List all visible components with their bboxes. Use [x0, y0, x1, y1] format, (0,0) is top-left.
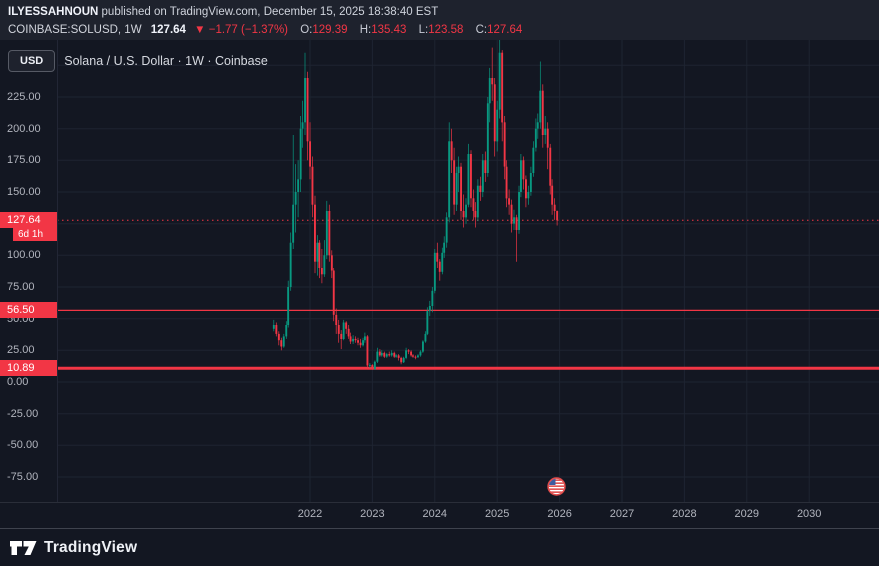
symbol-interval: COINBASE:SOLUSD, 1W — [8, 24, 142, 36]
price-tick-label: -25.00 — [7, 407, 39, 420]
ohlc-close: C:127.64 — [475, 24, 523, 36]
ohlc-high: H:135.43 — [359, 24, 407, 36]
time-tick-label: 2029 — [734, 508, 760, 520]
price-level-badge: 10.89 — [0, 360, 57, 377]
time-tick-label: 2026 — [547, 508, 572, 520]
last-price: 127.64 — [150, 24, 186, 36]
time-tick-label: 2027 — [609, 508, 635, 520]
price-tick-label: 200.00 — [7, 122, 41, 135]
publish-info: published on TradingView.com, December 1… — [98, 6, 439, 18]
price-scale[interactable]: 225.00 200.00 175.00 150.00 100.00 75.00 50.00… — [0, 40, 58, 502]
price-tick-label: 0.00 — [7, 376, 29, 388]
publisher-username: ILYESSAHNOUN — [8, 6, 99, 18]
footer-bar: TradingView — [0, 528, 879, 566]
candlestick-plot[interactable] — [57, 40, 879, 502]
price-tick-label: 150.00 — [7, 185, 41, 198]
time-tick-label: 2025 — [484, 508, 510, 520]
bar-countdown-badge: 6d 1h — [13, 228, 57, 242]
time-tick-label: 2022 — [297, 508, 323, 520]
tradingview-logo-text: TradingView — [44, 538, 138, 556]
time-tick-label: 2024 — [422, 508, 448, 520]
snapshot-banner: ILYESSAHNOUN published on TradingView.co… — [0, 0, 879, 40]
chart-legend-title: Solana / U.S. Dollar · 1W · Coinbase — [64, 54, 268, 68]
time-tick-label: 2030 — [796, 508, 822, 520]
price-tick-label: -50.00 — [7, 439, 39, 452]
price-tick-label: 75.00 — [7, 280, 35, 293]
tradingview-logo-icon — [10, 540, 37, 555]
time-tick-label: 2023 — [360, 508, 385, 520]
price-level-badge: 56.50 — [0, 302, 57, 319]
price-tick-label: 25.00 — [7, 344, 35, 357]
price-tick-label: 225.00 — [7, 90, 41, 103]
chart-area: 225.00 200.00 175.00 150.00 100.00 75.00 50.00… — [0, 40, 879, 528]
tradingview-logo[interactable]: TradingView — [10, 537, 137, 559]
price-tick-label: 100.00 — [7, 249, 41, 262]
price-change: ▼ −1.77 (−1.37%) — [194, 24, 289, 36]
ohlc-open: O:129.39 — [300, 24, 348, 36]
chart-legend: USD Solana / U.S. Dollar · 1W · Coinbase — [8, 50, 268, 72]
currency-usd-button[interactable]: USD — [8, 50, 56, 72]
price-tick-label: 175.00 — [7, 154, 41, 167]
price-level-badge: 127.64 — [0, 212, 57, 229]
symbol-line: COINBASE:SOLUSD, 1W 127.64 ▼ −1.77 (−1.3… — [8, 21, 879, 39]
us-flag-event-icon[interactable] — [547, 477, 566, 496]
ohlc-low: L:123.58 — [418, 24, 464, 36]
publish-line: ILYESSAHNOUN published on TradingView.co… — [8, 3, 879, 21]
time-tick-label: 2028 — [672, 508, 697, 520]
price-tick-label: -75.00 — [7, 471, 39, 483]
time-axis[interactable]: 2022 2023 2024 2025 2026 2027 2028 2029 2030 — [0, 502, 879, 529]
